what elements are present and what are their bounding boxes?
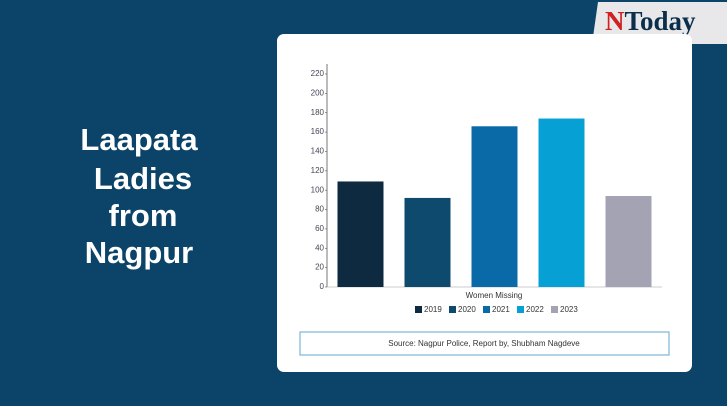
y-tick-label: 180 (311, 108, 325, 117)
legend-swatch (551, 306, 558, 313)
y-tick-label: 160 (311, 127, 325, 136)
bar (471, 126, 518, 287)
heading-line: from (109, 198, 178, 233)
bar (538, 118, 585, 287)
bar (605, 195, 652, 287)
bar (337, 181, 384, 287)
logo: NToday (605, 6, 696, 36)
heading-line: Laapata (80, 122, 198, 157)
bar (404, 197, 451, 287)
legend-swatch (483, 306, 490, 313)
y-tick-label: 220 (311, 69, 325, 78)
heading-line: Ladies (94, 161, 192, 196)
y-tick-label: 120 (311, 166, 325, 175)
y-tick-label: 200 (311, 88, 325, 97)
x-axis-label: Women Missing (466, 291, 523, 300)
y-tick-label: 0 (320, 282, 325, 291)
y-tick-label: 140 (311, 147, 325, 156)
legend-swatch (449, 306, 456, 313)
logo-initial: N (605, 6, 625, 36)
source: Source: Nagpur Police, Report by, Shubha… (388, 339, 580, 348)
legend-label: 2022 (526, 305, 544, 314)
legend-label: 2020 (458, 305, 476, 314)
legend-label: 2019 (424, 305, 442, 314)
y-tick-label: 80 (315, 205, 324, 214)
legend-label: 2021 (492, 305, 510, 314)
y-tick-label: 20 (315, 263, 324, 272)
plot: 0 20 40 60 80 100 120 140 160 180 200 220 2019 2020 20… (311, 69, 652, 314)
heading-line: Nagpur (85, 235, 194, 270)
logo-bg (592, 2, 727, 44)
legend-label: 2023 (560, 305, 578, 314)
y-tick-label: 40 (315, 243, 324, 252)
y-tick-label: 60 (315, 224, 324, 233)
y-tick-label: 100 (311, 185, 325, 194)
source-box (299, 331, 670, 356)
legend-swatch (415, 306, 422, 313)
logo-rest: Today (625, 6, 697, 36)
legend-swatch (517, 306, 524, 313)
